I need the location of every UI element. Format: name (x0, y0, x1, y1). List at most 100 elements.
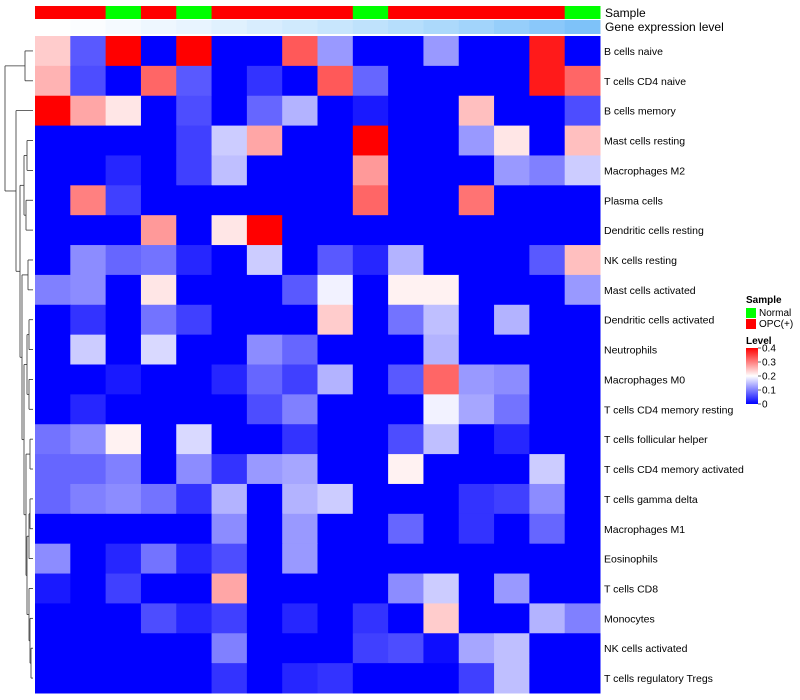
heatmap-cell (423, 424, 460, 455)
sample-annotation-cell (35, 6, 71, 19)
heatmap-cell (105, 334, 142, 365)
gene-expression-annotation-cell (70, 20, 107, 34)
heatmap-cell (70, 663, 107, 694)
heatmap-cell (105, 513, 142, 545)
heatmap-cell (564, 215, 601, 246)
heatmap-cell (458, 424, 495, 455)
sample-annotation-cell (246, 6, 283, 19)
heatmap-cell (458, 543, 495, 575)
heatmap-cell (140, 274, 177, 306)
heatmap-cell (105, 304, 142, 336)
legend-label-normal: Normal (759, 308, 791, 319)
heatmap-cell (494, 36, 530, 67)
heatmap-cell (388, 215, 424, 246)
heatmap-cell (494, 274, 530, 306)
heatmap-cell (140, 543, 177, 575)
heatmap-cell (529, 513, 566, 545)
heatmap-cell (105, 274, 142, 306)
heatmap-cell (352, 304, 389, 336)
heatmap-cell (70, 483, 107, 515)
heatmap-cell (352, 125, 389, 156)
heatmap-cell (140, 334, 177, 365)
gene-expression-annotation-cell (458, 20, 495, 34)
heatmap-cell (140, 573, 177, 604)
heatmap-cell (423, 603, 460, 634)
heatmap-cell (529, 125, 566, 156)
gene-expression-annotation-cell (494, 20, 530, 34)
heatmap-cell (564, 304, 601, 336)
heatmap-cell (282, 663, 318, 694)
heatmap-cell (176, 394, 213, 425)
heatmap-cell (458, 513, 495, 545)
heatmap-cell (458, 483, 495, 515)
sample-legend-title: Sample (746, 295, 782, 306)
heatmap-cell (494, 65, 530, 97)
sample-annotation-bar (35, 6, 601, 19)
heatmap-cell (70, 513, 107, 545)
sample-annotation-cell (388, 6, 424, 19)
sample-annotation-cell (529, 6, 566, 19)
row-label: Mast cells resting (604, 136, 685, 148)
heatmap-cell (423, 543, 460, 575)
heatmap-cell (529, 155, 566, 186)
heatmap-cell (388, 125, 424, 156)
heatmap-cell (529, 304, 566, 336)
heatmap-cell (494, 483, 530, 515)
sample-annotation-cell (70, 6, 107, 19)
heatmap-cell (246, 155, 283, 186)
heatmap-cell (564, 543, 601, 575)
heatmap-cell (564, 573, 601, 604)
heatmap-cell (282, 603, 318, 634)
heatmap-cell (70, 125, 107, 156)
heatmap-cell (388, 394, 424, 425)
sample-annotation-label: Sample (605, 6, 646, 20)
heatmap-cell (211, 513, 248, 545)
heatmap-cell (317, 155, 354, 186)
row-label: Macrophages M0 (604, 374, 685, 386)
heatmap-cell (529, 394, 566, 425)
heatmap-cell (105, 65, 142, 97)
heatmap-cell (105, 245, 142, 276)
heatmap-cell (246, 663, 283, 694)
heatmap-cell (494, 155, 530, 186)
heatmap-cell (423, 304, 460, 336)
heatmap-cell (494, 543, 530, 575)
heatmap-cell (317, 65, 354, 97)
heatmap-cell (105, 364, 142, 395)
heatmap-cell (35, 633, 71, 664)
heatmap-cell (176, 513, 213, 545)
heatmap-cell (564, 513, 601, 545)
heatmap-cell (35, 95, 71, 127)
heatmap-cell (211, 95, 248, 127)
heatmap-cell (211, 36, 248, 67)
heatmap-cell (352, 364, 389, 395)
heatmap-cell (529, 633, 566, 664)
heatmap-cell (140, 483, 177, 515)
heatmap-cell (211, 245, 248, 276)
heatmap-cell (494, 394, 530, 425)
heatmap-cell (352, 424, 389, 455)
heatmap-cell (529, 573, 566, 604)
heatmap-cell (494, 215, 530, 246)
gene-expression-annotation-cell (211, 20, 248, 34)
heatmap-cell (140, 65, 177, 97)
heatmap-cell (388, 36, 424, 67)
heatmap-cell (105, 454, 142, 485)
sample-annotation-cell (282, 6, 318, 19)
heatmap-cell (211, 155, 248, 186)
heatmap-cell (317, 573, 354, 604)
heatmap-cell (282, 364, 318, 395)
heatmap-cell (140, 603, 177, 634)
gene-expression-annotation-cell (246, 20, 283, 34)
heatmap-cell (564, 36, 601, 67)
row-label: B cells naive (604, 46, 663, 58)
heatmap-cell (423, 36, 460, 67)
sample-annotation-cell (458, 6, 495, 19)
heatmap-cell (140, 454, 177, 485)
heatmap-cell (282, 543, 318, 575)
heatmap-cell (105, 543, 142, 575)
gene-expression-annotation-cell (564, 20, 601, 34)
sample-annotation-cell (494, 6, 530, 19)
heatmap-cell (458, 155, 495, 186)
heatmap-cell (423, 334, 460, 365)
